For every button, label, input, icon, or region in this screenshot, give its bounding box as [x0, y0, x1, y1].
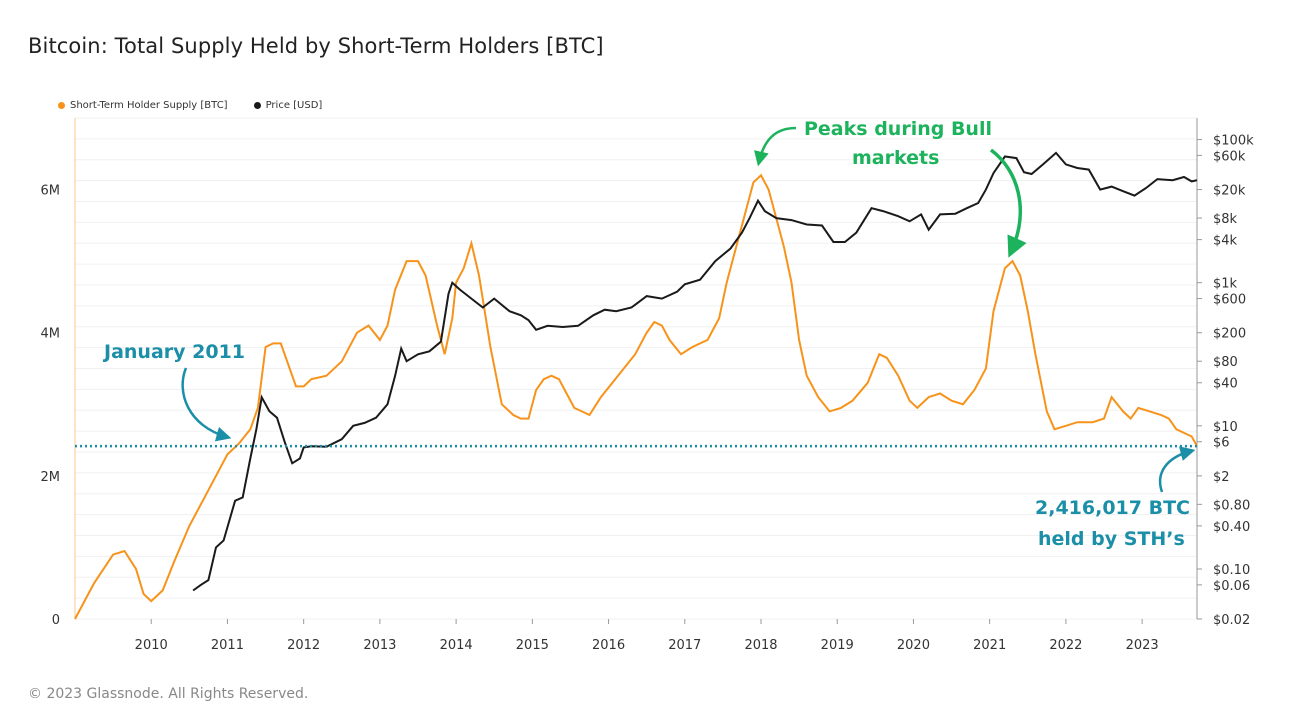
- legend-price-label: Price [USD]: [265, 100, 323, 111]
- x-tick-label: 2019: [821, 638, 854, 653]
- y-left-tick-label: 0: [52, 613, 60, 628]
- legend-sth-label: Short-Term Holder Supply [BTC]: [70, 100, 228, 111]
- legend-sth-dot-icon: [58, 102, 65, 109]
- y-right-tick-label: $200: [1213, 327, 1246, 342]
- y-left-tick-label: 2M: [41, 470, 61, 485]
- annotation-current-arrow: [1158, 446, 1196, 493]
- annotation-january-arrow: [181, 367, 232, 442]
- annotation-current-line2: held by STH’s: [1038, 528, 1185, 550]
- x-tick-label: 2012: [287, 638, 320, 653]
- x-tick-label: 2023: [1126, 638, 1159, 653]
- y-right-tick-label: $0.80: [1213, 498, 1250, 513]
- y-right-tick-label: $1k: [1213, 277, 1238, 292]
- y-right-tick-label: $8k: [1213, 212, 1238, 227]
- y-right-tick-label: $4k: [1213, 234, 1238, 249]
- legend-item-sth[interactable]: Short-Term Holder Supply [BTC]: [58, 100, 228, 111]
- x-tick-label: 2021: [973, 638, 1006, 653]
- x-tick-label: 2011: [211, 638, 244, 653]
- y-right-tick-label: $6: [1213, 436, 1230, 451]
- x-tick-label: 2013: [363, 638, 396, 653]
- y-left-axis-ticks: 0 2M 4M 6M: [41, 184, 61, 628]
- copyright-footer: © 2023 Glassnode. All Rights Reserved.: [28, 686, 309, 702]
- y-right-axis-ticks: $0.02 $0.06$0.10 $0.40 $0.80 $2 $6$10 $40 $80 $2…: [1197, 134, 1254, 628]
- y-right-tick-label: $0.02: [1213, 613, 1250, 628]
- annotation-january-2011: January 2011: [102, 341, 245, 363]
- legend-price-dot-icon: [253, 102, 261, 109]
- y-right-tick-label: $10: [1213, 420, 1238, 435]
- annotation-peaks-arrow-2018: [754, 126, 797, 167]
- x-tick-label: 2015: [516, 638, 549, 653]
- legend-item-price[interactable]: Price [USD]: [253, 100, 323, 111]
- x-tick-label: 2017: [668, 638, 701, 653]
- y-right-tick-label: $0.06: [1213, 579, 1250, 594]
- annotation-peaks-arrow-2021: [989, 148, 1027, 258]
- y-left-tick-label: 6M: [41, 184, 61, 199]
- y-right-tick-label: $20k: [1213, 184, 1246, 199]
- x-tick-label: 2016: [592, 638, 625, 653]
- y-right-tick-label: $100k: [1213, 134, 1254, 149]
- x-axis-ticks: 2010 2011 2012 2013 2014 2015 2016 2017 2018 2019…: [135, 619, 1159, 653]
- y-right-tick-label: $600: [1213, 293, 1246, 308]
- gridlines: [75, 117, 1197, 620]
- chart-title: Bitcoin: Total Supply Held by Short-Term…: [28, 34, 604, 58]
- y-right-tick-label: $0.40: [1213, 520, 1250, 535]
- x-tick-label: 2022: [1049, 638, 1082, 653]
- x-tick-label: 2018: [744, 638, 777, 653]
- y-right-tick-label: $80: [1213, 355, 1238, 370]
- series-price-line: [192, 151, 1198, 592]
- annotation-peaks-line2: markets: [852, 147, 939, 169]
- y-right-tick-label: $2: [1213, 470, 1230, 485]
- series-sth-supply-line: [74, 173, 1198, 620]
- y-right-tick-label: $0.10: [1213, 563, 1250, 578]
- x-tick-label: 2010: [135, 638, 168, 653]
- legend: Short-Term Holder Supply [BTC] Price [US…: [58, 100, 322, 111]
- y-right-tick-label: $40: [1213, 377, 1238, 392]
- annotation-current-line1: 2,416,017 BTC: [1035, 497, 1190, 519]
- annotation-peaks-line1: Peaks during Bull: [804, 118, 992, 140]
- x-tick-label: 2014: [440, 638, 473, 653]
- y-left-tick-label: 4M: [41, 327, 61, 342]
- y-right-tick-label: $60k: [1213, 149, 1246, 164]
- x-tick-label: 2020: [897, 638, 930, 653]
